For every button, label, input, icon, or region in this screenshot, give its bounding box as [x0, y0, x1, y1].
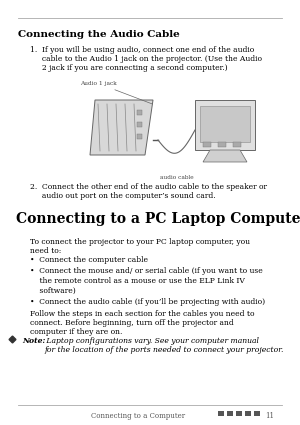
Bar: [227, 411, 233, 416]
Polygon shape: [203, 150, 247, 162]
Text: •  Connect the audio cable (if you’ll be projecting with audio): • Connect the audio cable (if you’ll be …: [30, 298, 265, 306]
Text: Connecting to a PC Laptop Computer: Connecting to a PC Laptop Computer: [16, 212, 300, 226]
Bar: [200, 106, 250, 142]
Bar: [236, 411, 242, 416]
Bar: [233, 142, 241, 147]
Bar: [137, 110, 142, 115]
Text: Connecting to a Computer: Connecting to a Computer: [91, 412, 185, 420]
Text: Connecting the Audio Cable: Connecting the Audio Cable: [18, 30, 180, 39]
Bar: [218, 411, 224, 416]
Polygon shape: [90, 100, 153, 155]
Text: audio cable: audio cable: [160, 175, 194, 180]
Bar: [218, 142, 226, 147]
Text: software): software): [30, 287, 76, 295]
Text: 2.  Connect the other end of the audio cable to the speaker or
     audio out po: 2. Connect the other end of the audio ca…: [30, 183, 267, 200]
Text: 1.  If you will be using audio, connect one end of the audio
     cable to the A: 1. If you will be using audio, connect o…: [30, 46, 262, 72]
Text: 11: 11: [265, 412, 274, 420]
Text: Follow the steps in each section for the cables you need to
connect. Before begi: Follow the steps in each section for the…: [30, 310, 254, 337]
Bar: [137, 134, 142, 139]
Text: the remote control as a mouse or use the ELP Link IV: the remote control as a mouse or use the…: [30, 277, 245, 285]
Bar: [245, 411, 251, 416]
Text: To connect the projector to your PC laptop computer, you
need to:: To connect the projector to your PC lapt…: [30, 238, 250, 255]
Text: •  Connect the mouse and/ or serial cable (if you want to use: • Connect the mouse and/ or serial cable…: [30, 267, 263, 275]
Text: Laptop configurations vary. See your computer manual
for the location of the por: Laptop configurations vary. See your com…: [44, 337, 284, 354]
Text: Audio 1 jack: Audio 1 jack: [80, 81, 152, 104]
Text: •  Connect the computer cable: • Connect the computer cable: [30, 256, 148, 264]
Bar: [137, 122, 142, 127]
Text: Note:: Note:: [22, 337, 45, 345]
Bar: [195, 100, 255, 150]
Bar: [203, 142, 211, 147]
Bar: [254, 411, 260, 416]
